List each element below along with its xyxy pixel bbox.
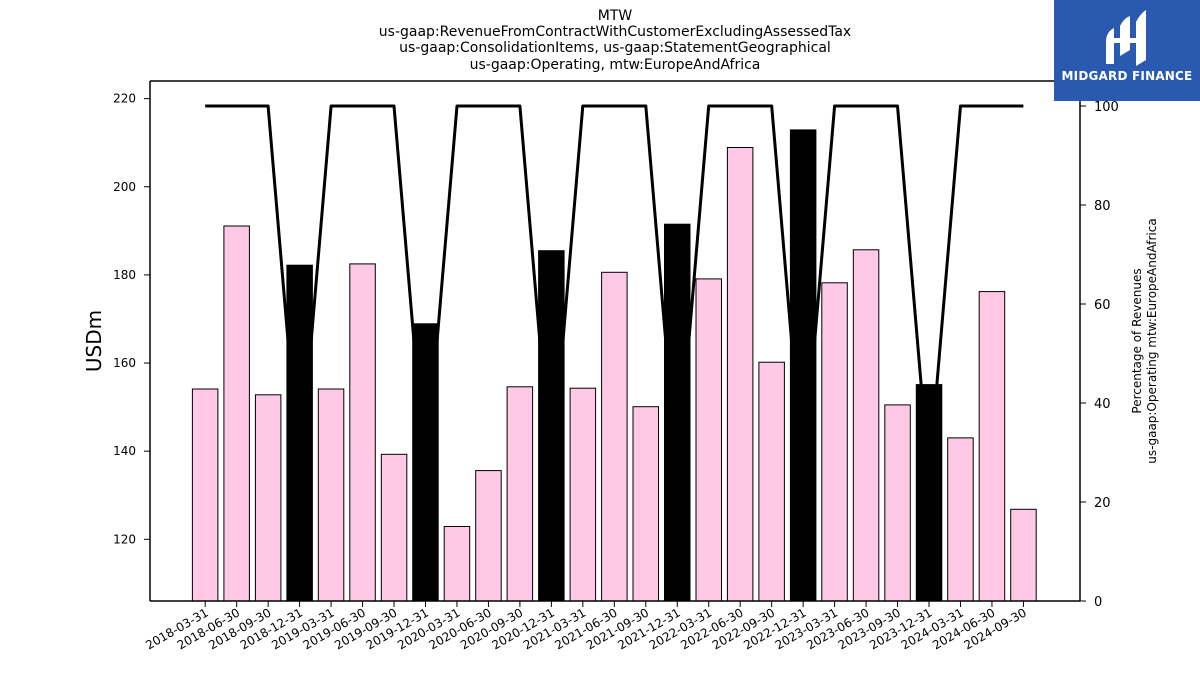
title-line-1: MTW xyxy=(598,8,633,24)
bar-2020-03-31 xyxy=(443,526,471,602)
y-axis-left-label: USDm xyxy=(82,310,106,372)
logo-text: MIDGARD FINANCE xyxy=(1061,69,1193,83)
bar-2021-09-30 xyxy=(632,406,659,602)
y-right-tick-label-20: 20 xyxy=(1094,496,1111,511)
y-left-tick-label-120: 120 xyxy=(113,532,136,546)
y-left-tick-label-220: 220 xyxy=(113,92,136,106)
bar-2019-09-30 xyxy=(380,453,408,602)
y-left-tick-label-180: 180 xyxy=(113,268,136,282)
y-right-tick-label-0: 0 xyxy=(1094,595,1102,610)
y-right-tick-label-40: 40 xyxy=(1094,397,1111,412)
y-right-tick-label-100: 100 xyxy=(1094,100,1119,115)
bar-2023-03-31 xyxy=(821,282,848,602)
bar-2024-06-30 xyxy=(978,291,1006,602)
y-right-tick-label-80: 80 xyxy=(1094,199,1111,214)
bar-2023-12-31 xyxy=(915,384,943,602)
bar-2022-06-30 xyxy=(726,147,754,602)
bar-2021-12-31 xyxy=(664,223,691,602)
percentage-line-series xyxy=(205,104,1024,479)
bar-2019-03-31 xyxy=(317,388,345,602)
y-left-tick-label-140: 140 xyxy=(113,444,136,458)
y-axis-right-label-line-1: Percentage of Revenues xyxy=(1130,268,1144,413)
bar-2024-03-31 xyxy=(947,437,974,602)
bar-2018-06-30 xyxy=(223,225,250,602)
title-line-3: us-gaap:ConsolidationItems, us-gaap:Stat… xyxy=(399,40,831,56)
percentage-line xyxy=(205,104,1024,479)
bar-2018-12-31 xyxy=(286,264,313,602)
bar-2021-03-31 xyxy=(569,387,597,602)
y-axis-right-ticks: 0 20 40 60 80 100 xyxy=(1080,100,1119,610)
y-left-tick-label-200: 200 xyxy=(113,180,136,194)
title-line-4: us-gaap:Operating, mtw:EuropeAndAfrica xyxy=(470,57,761,73)
y-right-tick-label-60: 60 xyxy=(1094,298,1111,313)
bar-2024-09-30 xyxy=(1010,508,1037,602)
bar-series xyxy=(191,129,1037,602)
chart-title: MTW us-gaap:RevenueFromContractWithCusto… xyxy=(379,8,851,73)
bar-2022-09-30 xyxy=(758,361,785,602)
bar-2022-03-31 xyxy=(695,278,722,602)
y-left-tick-label-160: 160 xyxy=(113,356,136,370)
bar-2023-06-30 xyxy=(852,249,880,602)
brand-logo: MIDGARD FINANCE xyxy=(1054,0,1200,101)
y-axis-right-label-line-2: us-gaap:Operating mtw:EuropeAndAfrica xyxy=(1145,218,1159,463)
y-axis-left-ticks: 120 140 160 180 200 220 xyxy=(113,92,150,546)
axes xyxy=(149,80,1081,602)
bar-2018-09-30 xyxy=(254,394,282,602)
bar-2018-03-31 xyxy=(191,388,219,602)
bar-2021-06-30 xyxy=(601,271,628,602)
logo-mark-icon xyxy=(1106,10,1146,66)
bar-2019-06-30 xyxy=(349,263,376,602)
bar-2023-09-30 xyxy=(884,404,911,602)
x-axis-ticks: 2018-03-312018-06-302018-09-302018-12-31… xyxy=(143,601,1029,652)
bar-2020-12-31 xyxy=(538,250,565,602)
title-line-2: us-gaap:RevenueFromContractWithCustomerE… xyxy=(379,24,851,40)
bar-2020-09-30 xyxy=(506,386,534,602)
bar-2020-06-30 xyxy=(475,470,502,602)
